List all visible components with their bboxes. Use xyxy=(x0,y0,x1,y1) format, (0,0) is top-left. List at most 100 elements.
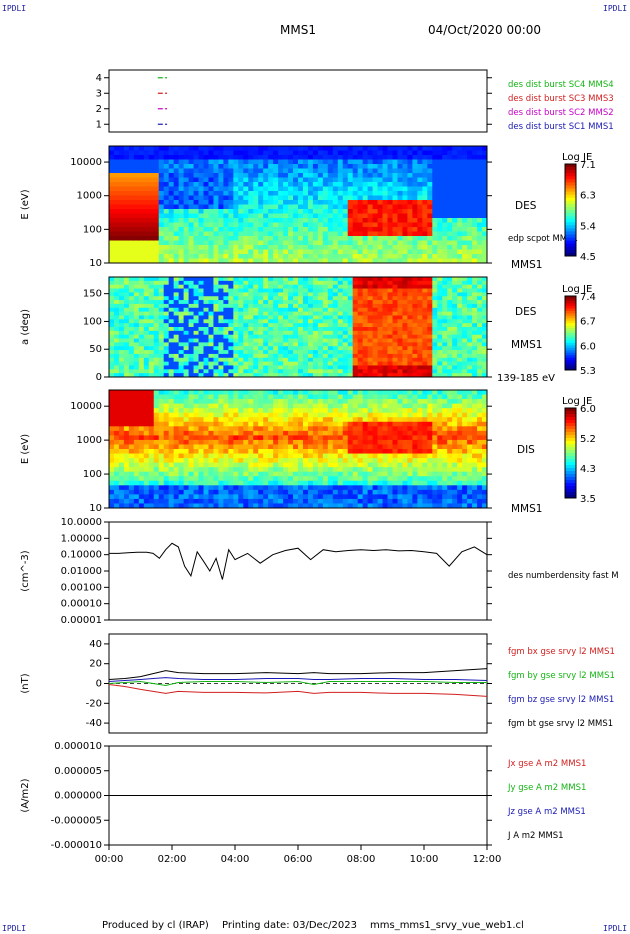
heat-cell-1-6-1 xyxy=(138,150,145,156)
heat-cell-2-53-3 xyxy=(372,288,378,293)
heat-cell-2-27-21 xyxy=(243,357,249,363)
heat-cell-1-16-2 xyxy=(188,155,194,160)
heat-cell-1-66-9 xyxy=(437,186,443,192)
heat-cell-1-70-8 xyxy=(457,182,463,187)
heat-cell-3-15-1 xyxy=(183,394,189,400)
heat-cell-1-21-15 xyxy=(213,213,219,219)
heat-cell-2-14-7 xyxy=(178,303,185,309)
heat-cell-2-14-24 xyxy=(178,369,185,374)
heat-cell-2-38-0 xyxy=(298,277,304,282)
heat-cell-3-15-6 xyxy=(183,417,189,423)
heat-cell-1-74-19 xyxy=(477,231,483,237)
heat-cell-2-3-11 xyxy=(123,319,130,324)
heat-cell-2-41-0 xyxy=(312,277,319,282)
heat-cell-3-6-18 xyxy=(138,471,145,477)
heat-cell-2-62-5 xyxy=(417,296,423,301)
heat-cell-2-45-12 xyxy=(332,323,339,328)
heat-cell-2-50-25 xyxy=(357,373,364,378)
heat-cell-2-38-19 xyxy=(298,350,304,355)
heat-cell-1-46-22 xyxy=(337,245,344,250)
heat-cell-3-15-24 xyxy=(183,498,189,504)
heat-cell-2-1-21 xyxy=(113,357,120,363)
heat-cell-2-8-1 xyxy=(148,280,155,286)
heat-cell-1-73-8 xyxy=(472,182,478,187)
heat-cell-2-18-19 xyxy=(198,350,204,355)
heat-cell-1-27-19 xyxy=(243,231,249,237)
heat-cell-1-17-2 xyxy=(193,155,199,160)
heat-cell-2-44-5 xyxy=(327,296,334,301)
heat-cell-1-37-3 xyxy=(293,159,299,165)
heat-cell-1-51-20 xyxy=(362,236,369,241)
heat-cell-1-48-9 xyxy=(347,186,354,192)
heat-cell-1-44-20 xyxy=(327,236,334,241)
heat-cell-1-24-6 xyxy=(228,173,234,178)
heat-cell-3-14-3 xyxy=(178,403,185,409)
heat-cell-3-4-13 xyxy=(128,449,135,454)
heat-cell-3-3-2 xyxy=(123,399,130,405)
heat-cell-1-11-8 xyxy=(163,182,170,187)
heat-cell-1-61-8 xyxy=(412,182,418,187)
heat-cell-2-5-11 xyxy=(133,319,140,324)
heat-cell-3-13-24 xyxy=(173,498,180,504)
heat-cell-3-12-4 xyxy=(168,408,175,414)
heat-cell-2-48-9 xyxy=(347,311,354,316)
heat-cell-2-52-19 xyxy=(367,350,374,355)
heat-cell-3-28-20 xyxy=(248,480,254,486)
heat-cell-1-73-17 xyxy=(472,222,478,228)
heat-cell-3-23-15 xyxy=(223,458,229,464)
heat-cell-2-31-4 xyxy=(263,292,269,297)
heat-cell-2-47-1 xyxy=(342,280,349,286)
heat-cell-3-28-10 xyxy=(248,435,254,441)
heat-cell-1-64-10 xyxy=(427,191,433,196)
heat-cell-1-36-20 xyxy=(288,236,294,241)
heat-cell-2-17-9 xyxy=(193,311,199,316)
heat-cell-2-71-20 xyxy=(462,353,468,359)
heat-cell-1-40-15 xyxy=(307,213,314,219)
heat-cell-1-60-23 xyxy=(407,249,413,255)
heat-cell-2-43-20 xyxy=(322,353,329,359)
heat-cell-1-14-17 xyxy=(178,222,185,228)
heat-cell-3-5-3 xyxy=(133,403,140,409)
heat-cell-2-64-2 xyxy=(427,284,433,289)
heat-cell-3-8-10 xyxy=(148,435,155,441)
heat-cell-1-18-25 xyxy=(198,258,204,264)
heat-cell-2-40-9 xyxy=(307,311,314,316)
heat-cell-2-7-0 xyxy=(143,277,150,282)
heat-cell-2-45-21 xyxy=(332,357,339,363)
heat-cell-1-58-5 xyxy=(397,168,403,174)
heat-cell-1-62-2 xyxy=(417,155,423,160)
heat-cell-1-10-2 xyxy=(158,155,165,160)
heat-cell-1-15-25 xyxy=(183,258,189,264)
heat-cell-1-0-11 xyxy=(109,195,115,201)
heat-cell-1-62-23 xyxy=(417,249,423,255)
heat-cell-2-71-2 xyxy=(462,284,468,289)
heat-cell-2-66-3 xyxy=(437,288,443,293)
heat-cell-1-22-20 xyxy=(218,236,224,241)
heat-cell-2-27-25 xyxy=(243,373,249,378)
heat-cell-2-40-12 xyxy=(307,323,314,328)
heat-cell-1-52-19 xyxy=(367,231,374,237)
heat-cell-2-35-13 xyxy=(283,327,289,332)
heat-cell-1-7-25 xyxy=(143,258,150,264)
heat-cell-3-24-7 xyxy=(228,421,234,427)
heat-cell-2-75-0 xyxy=(482,277,488,282)
heat-cell-1-7-14 xyxy=(143,209,150,214)
heat-cell-2-25-8 xyxy=(233,307,239,313)
heat-cell-3-29-12 xyxy=(253,444,259,450)
heat-cell-3-25-20 xyxy=(233,480,239,486)
heat-cell-1-2-19 xyxy=(118,231,125,237)
heat-cell-2-54-24 xyxy=(377,369,383,374)
heat-cell-1-43-0 xyxy=(322,146,329,151)
heat-cell-1-17-24 xyxy=(193,254,199,259)
heat-cell-2-20-10 xyxy=(208,315,214,320)
colorbar-tick-2-1: 6.7 xyxy=(580,317,596,328)
heat-cell-3-31-13 xyxy=(263,449,269,454)
heat-cell-2-75-7 xyxy=(482,303,488,309)
heat-cell-1-37-17 xyxy=(293,222,299,228)
heat-cell-1-47-8 xyxy=(342,182,349,187)
heat-cell-2-66-5 xyxy=(437,296,443,301)
heat-cell-3-9-22 xyxy=(153,489,160,495)
heat-cell-1-53-24 xyxy=(372,254,378,259)
heat-cell-1-42-22 xyxy=(317,245,324,250)
heat-cell-2-11-6 xyxy=(163,300,170,305)
